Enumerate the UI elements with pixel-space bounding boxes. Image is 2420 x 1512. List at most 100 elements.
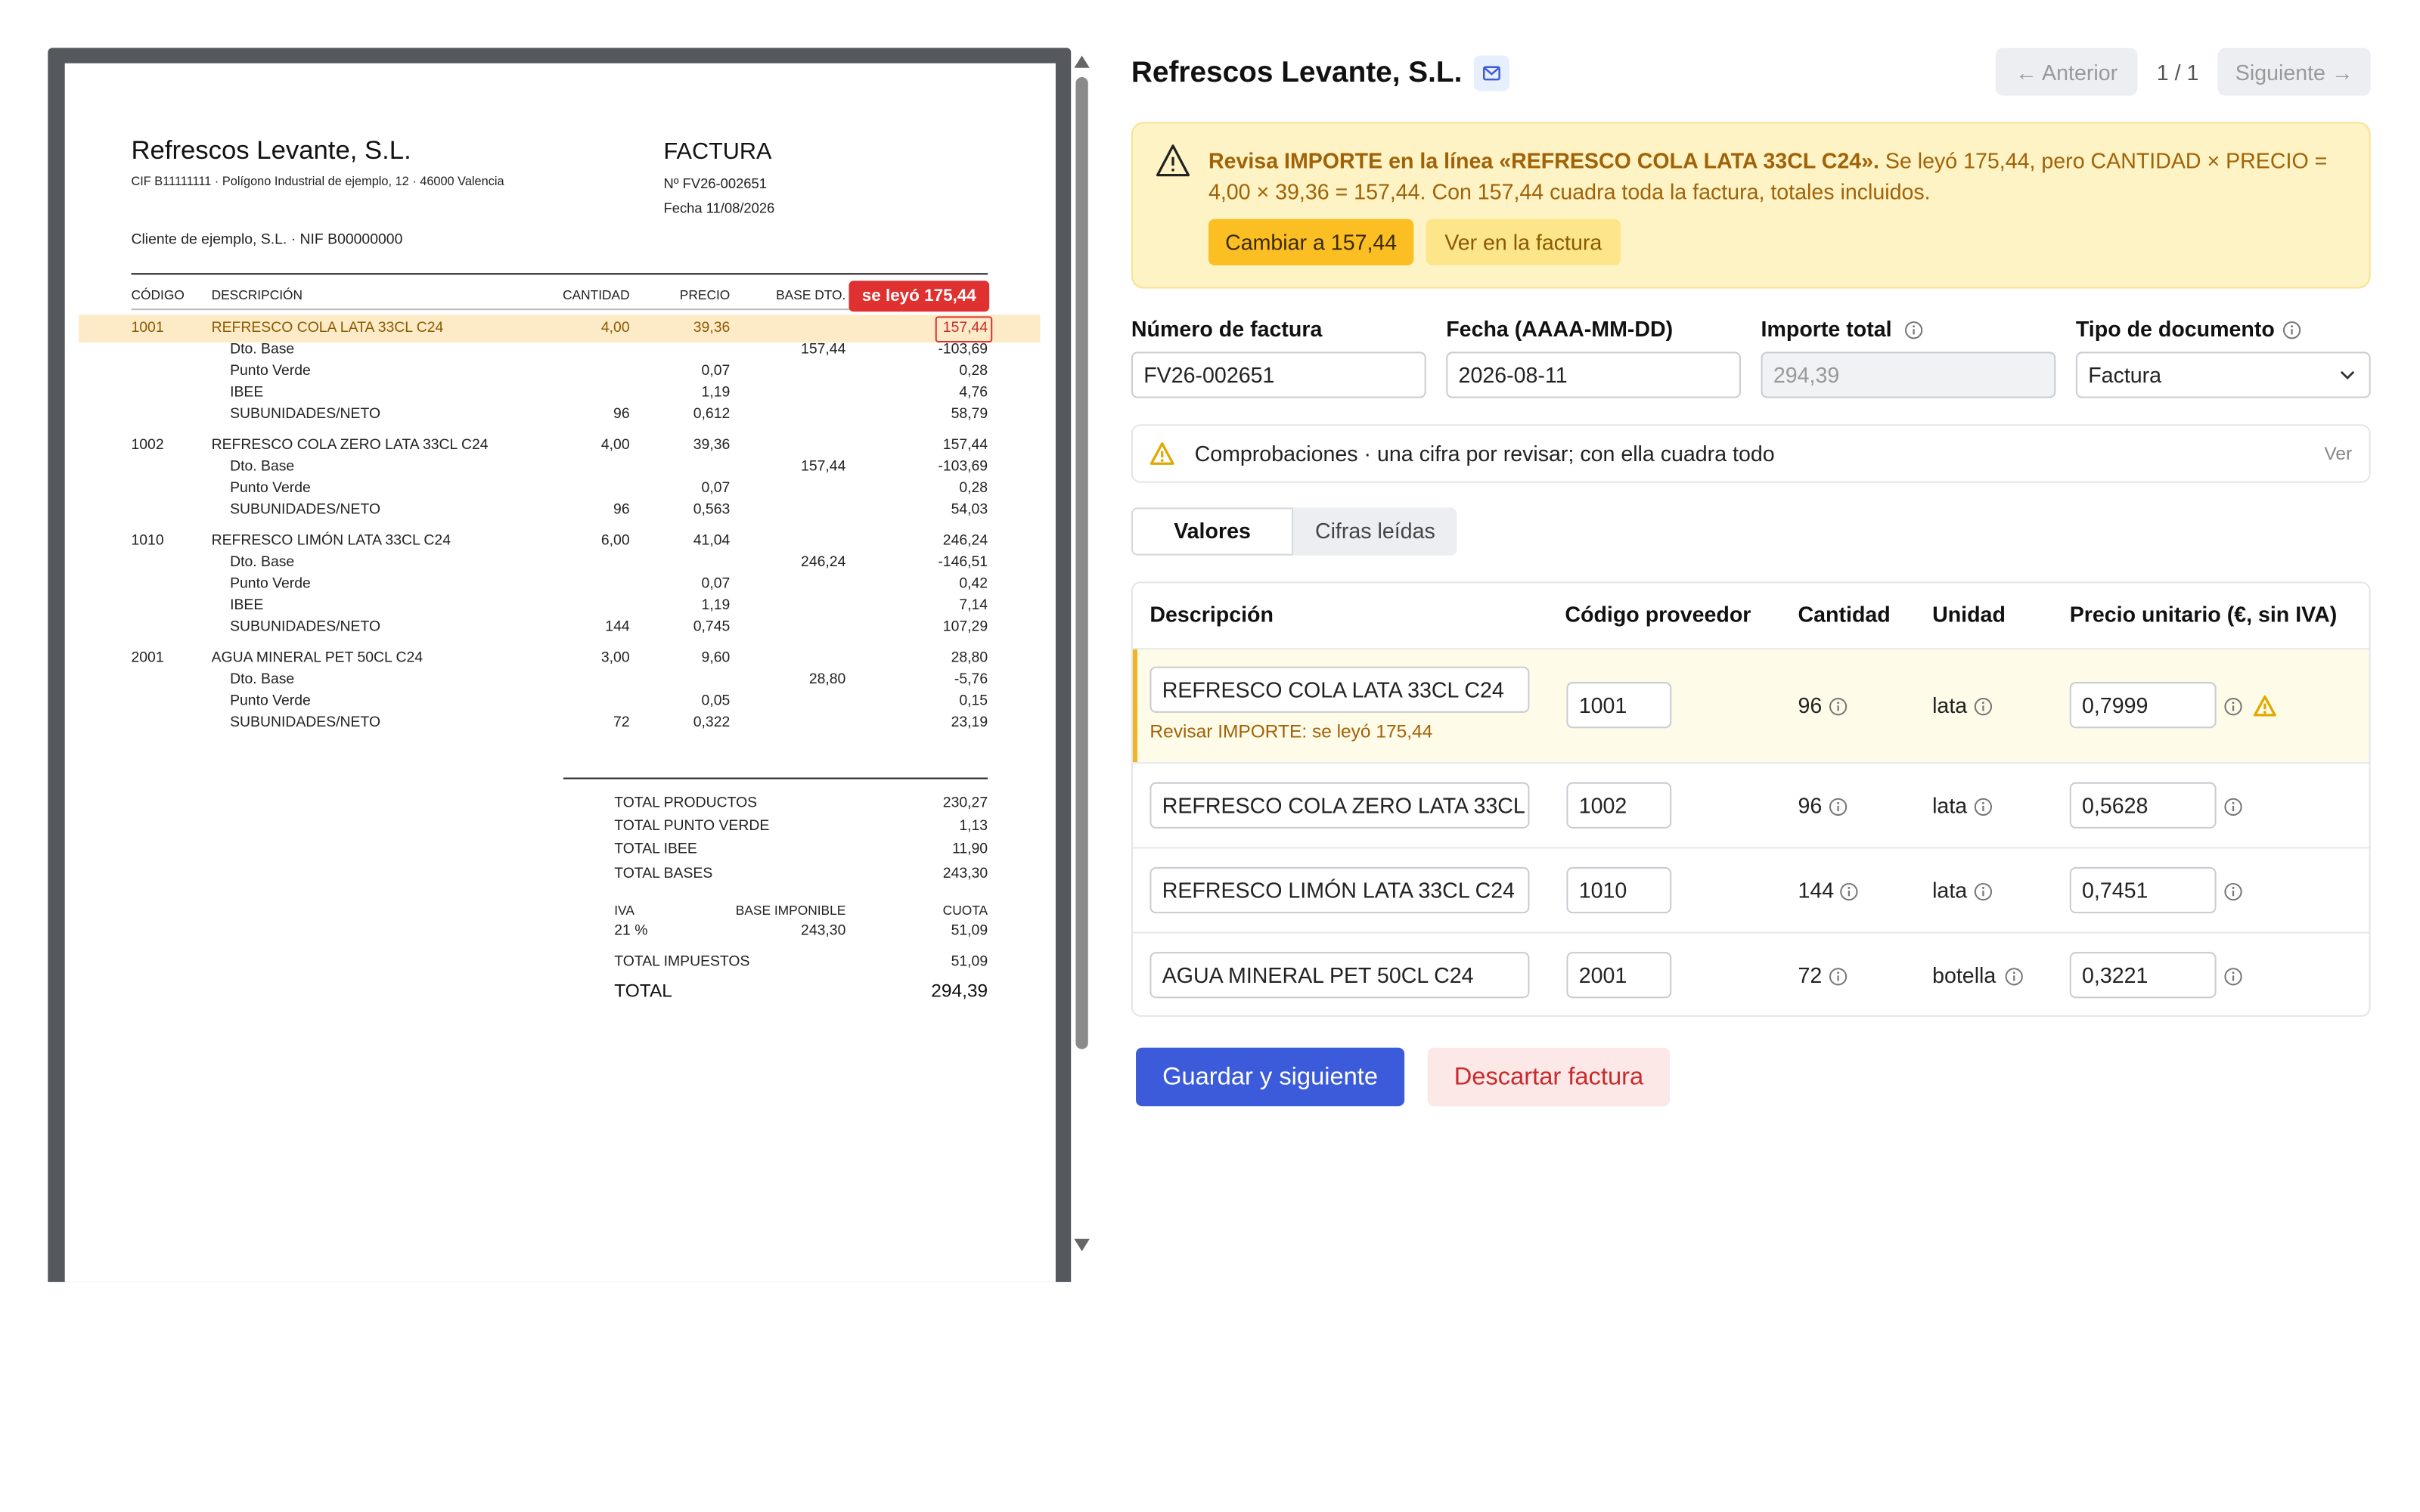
detail-amount: 0,15 xyxy=(959,692,988,710)
detail-label: SUBUNIDADES/NETO xyxy=(230,405,381,423)
line-quantity: 3,00 xyxy=(600,649,630,667)
scrollbar-thumb xyxy=(1075,77,1088,1049)
description-value[interactable]: REFRESCO COLA LATA 33CL C24 xyxy=(1162,677,1504,702)
tab-label[interactable]: Cifras leídas xyxy=(1314,518,1435,544)
table-header: Precio unitario (€, sin IVA) xyxy=(2069,601,2338,627)
column-header: PRECIO xyxy=(679,286,731,302)
client: Cliente de ejemplo, S.L. · NIF B00000000 xyxy=(131,231,403,249)
line-code: 1002 xyxy=(131,436,164,454)
unit: botella xyxy=(1932,962,1996,987)
tax-header: IVA xyxy=(614,901,634,918)
next-label[interactable]: Siguiente → xyxy=(2235,60,2353,85)
detail-base: 157,44 xyxy=(801,458,846,476)
next-button[interactable] xyxy=(2217,48,2371,96)
tab-label[interactable]: Valores xyxy=(1174,518,1251,544)
price-input[interactable] xyxy=(2069,682,2217,729)
locate-button[interactable] xyxy=(1426,218,1621,266)
tab-active[interactable] xyxy=(1131,507,1294,556)
field-input xyxy=(1761,352,2056,398)
detail-label: Punto Verde xyxy=(230,692,311,710)
code-input[interactable] xyxy=(1566,781,1672,828)
warning-icon xyxy=(1150,442,1174,465)
line-quantity: 6,00 xyxy=(600,532,630,550)
field-value[interactable]: Factura xyxy=(2088,362,2162,388)
price-value[interactable]: 0,3221 xyxy=(2082,962,2149,987)
field-label: Tipo de documento xyxy=(2075,316,2275,342)
fix-button[interactable] xyxy=(1208,218,1414,266)
field-value[interactable]: 2026-08-11 xyxy=(1458,362,1568,388)
code-input[interactable] xyxy=(1566,682,1672,729)
price-input[interactable] xyxy=(2069,781,2217,828)
warning-icon xyxy=(2252,694,2276,716)
line-amount: 28,80 xyxy=(951,649,988,667)
detail-label: Dto. Base xyxy=(230,341,295,358)
description-input[interactable] xyxy=(1150,666,1530,713)
code-input[interactable] xyxy=(1566,866,1672,913)
table-header: Cantidad xyxy=(1798,601,1891,627)
warning-icon xyxy=(1156,144,1190,177)
alert-text: Revisa IMPORTE en la línea «REFRESCO COL… xyxy=(1208,145,2353,207)
rule xyxy=(131,273,988,275)
save-button[interactable] xyxy=(1136,1047,1405,1107)
price-input[interactable] xyxy=(2069,866,2217,913)
line-description: REFRESCO COLA ZERO LATA 33CL C24 xyxy=(211,436,489,454)
detail-price: 0,05 xyxy=(701,692,731,710)
code-value[interactable]: 1010 xyxy=(1578,877,1627,902)
unit: lata xyxy=(1932,877,1968,902)
detail-amount: 54,03 xyxy=(951,501,988,519)
detail-amount: -103,69 xyxy=(938,341,988,358)
price-input[interactable] xyxy=(2069,951,2217,998)
locate-label[interactable]: Ver en la factura xyxy=(1444,230,1602,255)
detail-quantity: 96 xyxy=(613,405,630,423)
detail-label: Punto Verde xyxy=(230,575,311,593)
info-icon xyxy=(1904,321,1923,339)
description-input[interactable] xyxy=(1150,866,1530,913)
code-value[interactable]: 1001 xyxy=(1578,692,1627,717)
line-quantity: 4,00 xyxy=(600,319,630,336)
checks-link[interactable]: Ver xyxy=(2324,442,2353,465)
info-icon xyxy=(2224,698,2242,716)
line-amount: 157,44 xyxy=(942,319,988,336)
field-input[interactable] xyxy=(1446,352,1742,398)
invoice-date: Fecha 11/08/2026 xyxy=(663,200,775,216)
total-value: 243,30 xyxy=(942,865,988,883)
checks-text: Comprobaciones · una cifra por revisar; … xyxy=(1194,441,1775,466)
save-label[interactable]: Guardar y siguiente xyxy=(1162,1064,1379,1090)
detail-label: Dto. Base xyxy=(230,553,295,572)
total-label: TOTAL IBEE xyxy=(614,841,697,858)
code-value[interactable]: 1002 xyxy=(1578,792,1627,817)
price-value[interactable]: 0,7451 xyxy=(2082,877,2149,902)
code-value[interactable]: 2001 xyxy=(1578,962,1627,987)
price-value[interactable]: 0,7999 xyxy=(2082,692,2149,717)
column-header: BASE DTO. xyxy=(776,286,846,302)
description-input[interactable] xyxy=(1150,781,1530,828)
info-icon xyxy=(1829,967,1848,985)
description-value[interactable]: REFRESCO LIMÓN LATA 33CL C24 xyxy=(1162,877,1516,902)
discard-button[interactable] xyxy=(1427,1047,1671,1107)
field-value: 294,39 xyxy=(1773,362,1840,388)
discard-label[interactable]: Descartar factura xyxy=(1454,1064,1644,1090)
price-value[interactable]: 0,5628 xyxy=(2082,792,2149,817)
prev-label[interactable]: ← Anterior xyxy=(2015,60,2118,85)
info-icon xyxy=(1974,797,1993,815)
checks xyxy=(1131,424,2371,483)
description-value[interactable]: REFRESCO COLA ZERO LATA 33CL C24 xyxy=(1162,792,1528,817)
code-input[interactable] xyxy=(1566,951,1672,998)
prev-button[interactable] xyxy=(1995,48,2138,96)
quantity: 96 xyxy=(1798,692,1823,717)
field-value[interactable]: FV26-002651 xyxy=(1143,362,1275,388)
detail-amount: 7,14 xyxy=(959,596,988,615)
detail-amount: -103,69 xyxy=(938,458,988,476)
description-input[interactable] xyxy=(1150,951,1530,998)
field-label: Número de factura xyxy=(1131,316,1323,342)
description-value[interactable]: AGUA MINERAL PET 50CL C24 xyxy=(1162,962,1474,987)
fix-label[interactable]: Cambiar a 157,44 xyxy=(1225,230,1398,255)
detail-label: Punto Verde xyxy=(230,479,311,497)
field-input[interactable] xyxy=(2075,352,2371,398)
field-input[interactable] xyxy=(1131,352,1426,398)
line-code: 1001 xyxy=(131,319,164,336)
tax-header: CUOTA xyxy=(942,901,988,918)
detail-price: 1,19 xyxy=(701,596,731,615)
total-value: 11,90 xyxy=(952,841,988,858)
tab[interactable] xyxy=(1293,507,1457,556)
